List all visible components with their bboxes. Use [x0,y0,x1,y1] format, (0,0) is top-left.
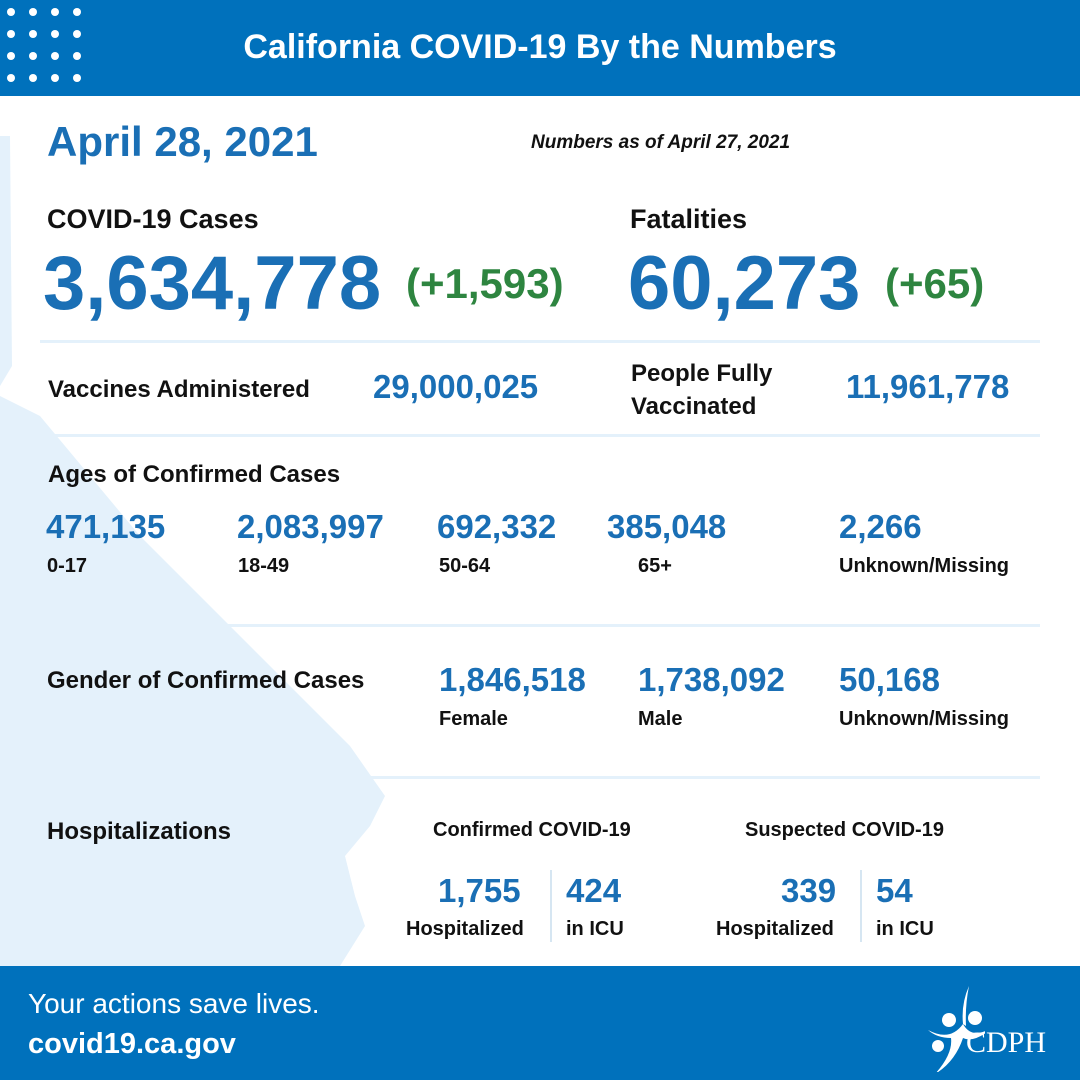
fatalities-value: 60,273 [628,241,861,326]
divider [40,434,1040,437]
divider [860,870,862,942]
vaccines-value: 29,000,025 [373,368,539,405]
footer-banner: Your actions save lives. covid19.ca.gov … [0,966,1080,1080]
california-map-background [0,136,385,966]
suspected-title: Suspected COVID-19 [745,819,944,841]
cdph-logo-text: CDPH [966,1026,1047,1059]
suspected-icu-value: 54 [876,872,913,909]
age-value: 471,135 [46,508,166,545]
fully-vaccinated-label-2: Vaccinated [631,393,757,420]
divider [40,776,1040,779]
confirmed-icu-value: 424 [566,872,622,909]
gender-value: 1,846,518 [439,661,586,698]
gender-label: Unknown/Missing [839,708,1009,730]
gender-value: 1,738,092 [638,661,785,698]
vaccines-label: Vaccines Administered [48,376,310,403]
cases-value: 3,634,778 [43,241,382,326]
divider [550,870,552,942]
confirmed-hospitalized-value: 1,755 [438,872,521,909]
gender-value: 50,168 [839,661,940,698]
suspected-hospitalized-value: 339 [781,872,837,909]
confirmed-title: Confirmed COVID-19 [433,819,631,841]
age-label: 65+ [638,555,672,577]
age-value: 2,083,997 [237,508,384,545]
gender-label: Gender of Confirmed Cases [47,667,365,694]
confirmed-icu-label: in ICU [566,918,624,940]
cases-change: (+1,593) [406,260,564,307]
ages-label: Ages of Confirmed Cases [48,461,341,488]
fatalities-label: Fatalities [630,204,748,234]
divider [40,340,1040,343]
age-value: 692,332 [437,508,557,545]
website-link[interactable]: covid19.ca.gov [28,1028,236,1060]
gender-label: Female [439,708,508,730]
cases-label: COVID-19 Cases [47,204,259,234]
age-value: 2,266 [839,508,922,545]
gender-label: Male [638,708,683,730]
age-label: 50-64 [439,555,491,577]
age-label: Unknown/Missing [839,555,1009,577]
fatalities-change: (+65) [885,260,985,307]
age-label: 18-49 [238,555,290,577]
page-title: California COVID-19 By the Numbers [243,28,837,66]
fully-vaccinated-label-1: People Fully [631,360,773,387]
tagline: Your actions save lives. [28,988,320,1019]
age-label: 0-17 [47,555,88,577]
suspected-icu-label: in ICU [876,918,934,940]
cdph-figure-icon [928,986,985,1072]
fully-vaccinated-value: 11,961,778 [846,368,1010,405]
as-of-note: Numbers as of April 27, 2021 [531,132,791,153]
suspected-hospitalized-label: Hospitalized [716,918,834,940]
divider [40,624,1040,627]
confirmed-hospitalized-label: Hospitalized [406,918,524,940]
header-banner: California COVID-19 By the Numbers [0,0,1080,96]
hospitalizations-label: Hospitalizations [47,818,232,845]
report-date: April 28, 2021 [47,118,318,165]
age-value: 385,048 [607,508,727,545]
